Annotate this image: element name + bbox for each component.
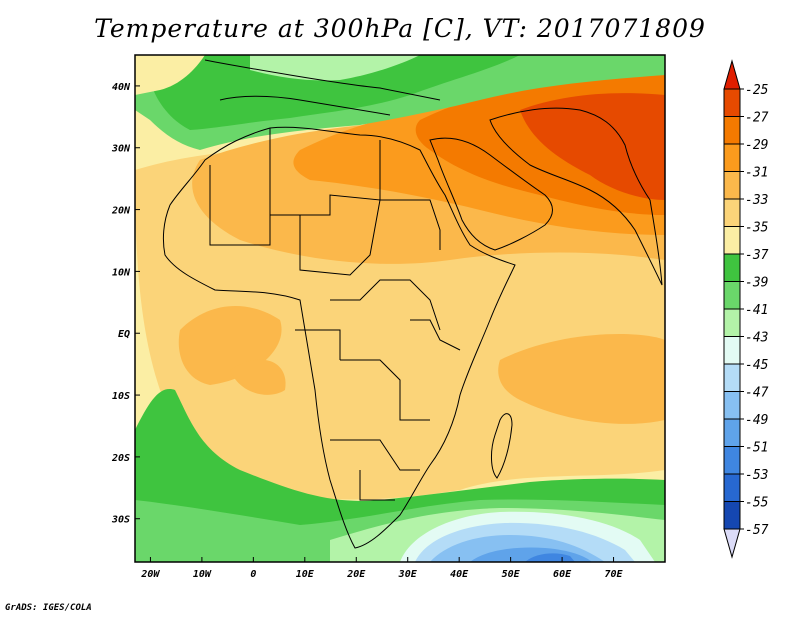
latitude-axis: 40N 30N 20N 10N EQ 10S 20S 30S — [111, 82, 140, 526]
colorbar-label: -51 — [745, 441, 768, 456]
colorbar-swatch — [723, 473, 741, 502]
lon-tick-label: 10E — [296, 569, 315, 580]
lat-tick-label: EQ — [118, 329, 130, 340]
colorbar-label: -57 — [745, 523, 769, 538]
lon-tick-label: 20W — [140, 569, 160, 580]
lon-tick-label: 70E — [605, 569, 624, 580]
colorbar-label: -53 — [745, 468, 768, 483]
lon-tick-label: 0 — [250, 569, 256, 580]
colorbar-label: -43 — [745, 331, 768, 346]
map-frame — [134, 54, 666, 563]
colorbar-swatch — [723, 116, 741, 145]
colorbar-label: -47 — [745, 386, 769, 401]
colorbar-swatch — [723, 363, 741, 392]
colorbar-label: -41 — [745, 303, 768, 318]
lon-tick-label: 40E — [450, 569, 469, 580]
colorbar-label: -25 — [745, 83, 769, 98]
colorbar-swatch — [723, 336, 741, 365]
lon-tick-label: 10W — [193, 569, 212, 580]
lat-tick-label: 20S — [111, 453, 130, 464]
chart-title: Temperature at 300hPa [C], VT: 201707180… — [94, 14, 706, 43]
colorbar-swatch — [723, 308, 741, 337]
coastlines — [162, 59, 663, 549]
colorbar-swatch — [723, 198, 741, 227]
colorbar-top-arrow — [723, 59, 741, 90]
colorbar-swatch — [723, 281, 741, 310]
colorbar-label: -55 — [745, 496, 769, 511]
lon-tick-label: 50E — [502, 569, 521, 580]
lon-tick-label: 20E — [346, 569, 366, 580]
colorbar-bottom-arrow — [723, 528, 741, 559]
colorbar-swatch — [723, 226, 741, 255]
lat-tick-label: 20N — [111, 206, 131, 217]
temperature-field — [135, 55, 665, 562]
lat-tick-label: 10S — [112, 391, 130, 402]
lon-tick-label: 60E — [553, 569, 572, 580]
colorbar-label: -49 — [745, 413, 768, 428]
colorbar-label: -45 — [745, 358, 769, 373]
colorbar-swatch — [723, 391, 741, 420]
longitude-axis: 20W 10W 0 10E 20E 30E 40E 50E 60E 70E — [140, 557, 624, 580]
colorbar-swatch — [723, 418, 741, 447]
credit-label: GrADS: IGES/COLA — [5, 603, 92, 613]
colorbar-swatch — [723, 253, 741, 282]
colorbar-label: -33 — [745, 193, 768, 208]
colorbar-swatch — [723, 446, 741, 475]
colorbar-swatch — [723, 501, 741, 530]
lat-tick-label: 10N — [112, 267, 131, 278]
colorbar-label: -39 — [745, 276, 768, 291]
lat-tick-label: 30N — [111, 144, 131, 155]
colorbar-label: -31 — [745, 166, 768, 181]
colorbar-label: -35 — [745, 221, 769, 236]
lat-tick-label: 30S — [111, 515, 130, 526]
colorbar-swatch — [723, 143, 741, 172]
lat-tick-label: 40N — [112, 82, 131, 93]
colorbar-swatch — [723, 171, 741, 200]
colorbar-label: -37 — [745, 248, 769, 263]
colorbar-label: -27 — [745, 111, 769, 126]
lon-tick-label: 30E — [398, 569, 418, 580]
colorbar-swatch — [723, 88, 741, 117]
colorbar-label: -29 — [745, 138, 768, 153]
